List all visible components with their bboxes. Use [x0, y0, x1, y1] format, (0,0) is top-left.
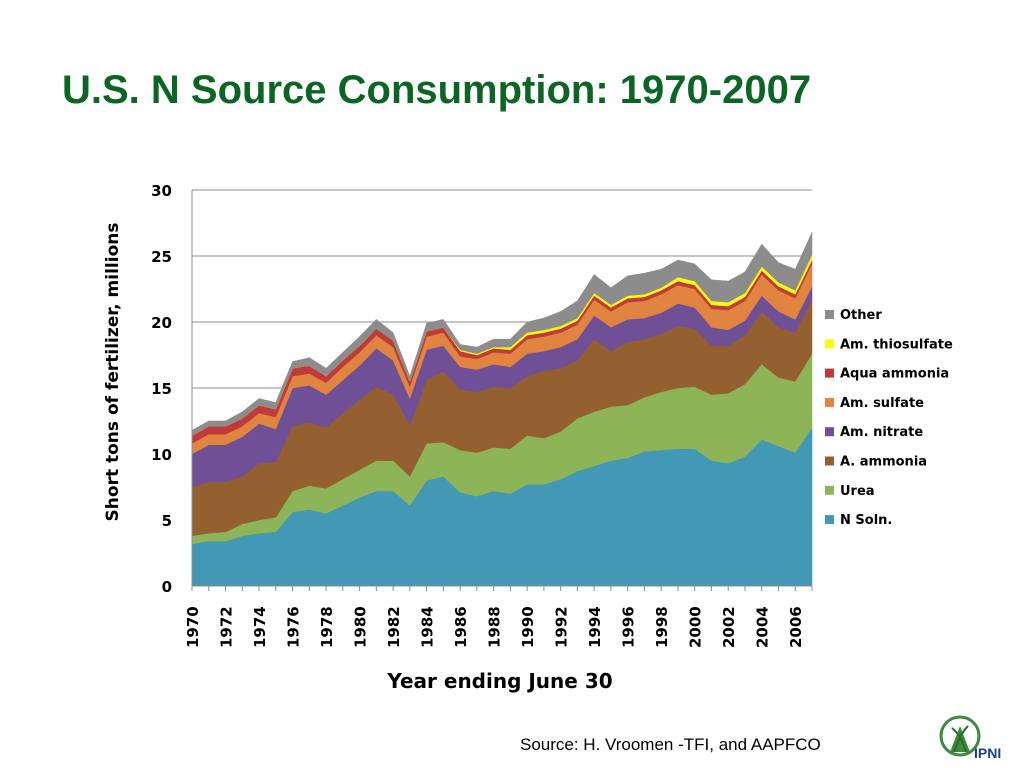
legend-swatch-n-soln	[825, 515, 834, 525]
y-tick-label: 25	[151, 248, 172, 266]
ipni-logo: IPNI	[939, 715, 1001, 761]
x-tick-label: 1988	[486, 606, 504, 648]
legend-swatch-am-thiosulfate	[825, 339, 834, 349]
legend-swatch-aqua-ammonia	[825, 368, 834, 378]
axes	[191, 190, 813, 591]
x-tick-label: 1996	[620, 606, 638, 648]
y-axis-label: Short tons of fertilizer, millions	[103, 223, 123, 522]
x-tick-label: 1980	[352, 606, 370, 648]
slide-title: U.S. N Source Consumption: 1970-2007	[62, 68, 812, 112]
legend-label-other: Other	[840, 308, 882, 323]
legend-swatch-am-nitrate	[825, 427, 834, 437]
x-tick-label: 1982	[385, 606, 403, 648]
legend-label-n-soln: N Soln.	[840, 513, 892, 528]
area-series	[191, 232, 813, 587]
logo-text: IPNI	[974, 745, 1001, 761]
y-tick-label: 15	[151, 380, 172, 398]
x-tick-label: 1998	[653, 606, 671, 648]
legend-label-am-sulfate: Am. sulfate	[840, 396, 924, 411]
legend-label-am-nitrate: Am. nitrate	[840, 425, 923, 440]
legend: Other Am. thiosulfate Aqua ammonia Am. sulf…	[825, 308, 953, 528]
legend-swatch-other	[825, 310, 834, 319]
x-tick-label: 1990	[519, 606, 537, 648]
x-tick-labels: 1970 1972 1974 1976 1978 1980 1982 1984 1986 1988…	[184, 606, 805, 648]
legend-label-aqua-ammonia: Aqua ammonia	[840, 367, 949, 382]
x-tick-label: 1986	[452, 606, 470, 648]
x-tick-label: 1978	[318, 606, 336, 648]
x-tick-label: 2002	[720, 606, 738, 648]
y-tick-label: 0	[162, 578, 172, 596]
legend-swatch-urea	[825, 485, 834, 495]
source-note: Source: H. Vroomen -TFI, and AAPFCO	[520, 735, 821, 754]
x-tick-label: 1984	[419, 606, 437, 648]
x-tick-label: 1992	[553, 606, 571, 648]
area-other	[191, 232, 813, 436]
legend-swatch-a-ammonia	[825, 456, 834, 466]
legend-label-am-thiosulfate: Am. thiosulfate	[840, 337, 953, 352]
y-tick-label: 10	[151, 446, 172, 464]
y-tick-labels: 0 5 10 15 20 25 30	[151, 182, 172, 596]
y-tick-label: 20	[151, 314, 172, 332]
x-tick-label: 1974	[251, 606, 269, 648]
legend-label-a-ammonia: A. ammonia	[840, 455, 927, 470]
legend-label-urea: Urea	[840, 484, 875, 499]
x-tick-label: 1994	[586, 606, 604, 648]
y-tick-label: 30	[151, 182, 172, 200]
x-tick-label: 2004	[754, 606, 772, 648]
x-axis-label: Year ending June 30	[386, 669, 612, 693]
y-tick-label: 5	[162, 512, 172, 530]
x-tick-label: 2006	[787, 606, 805, 648]
x-tick-label: 1972	[218, 606, 236, 648]
x-tick-label: 2000	[687, 606, 705, 648]
x-tick-label: 1970	[184, 606, 202, 648]
x-tick-label: 1976	[285, 606, 303, 648]
legend-swatch-am-sulfate	[825, 397, 834, 407]
